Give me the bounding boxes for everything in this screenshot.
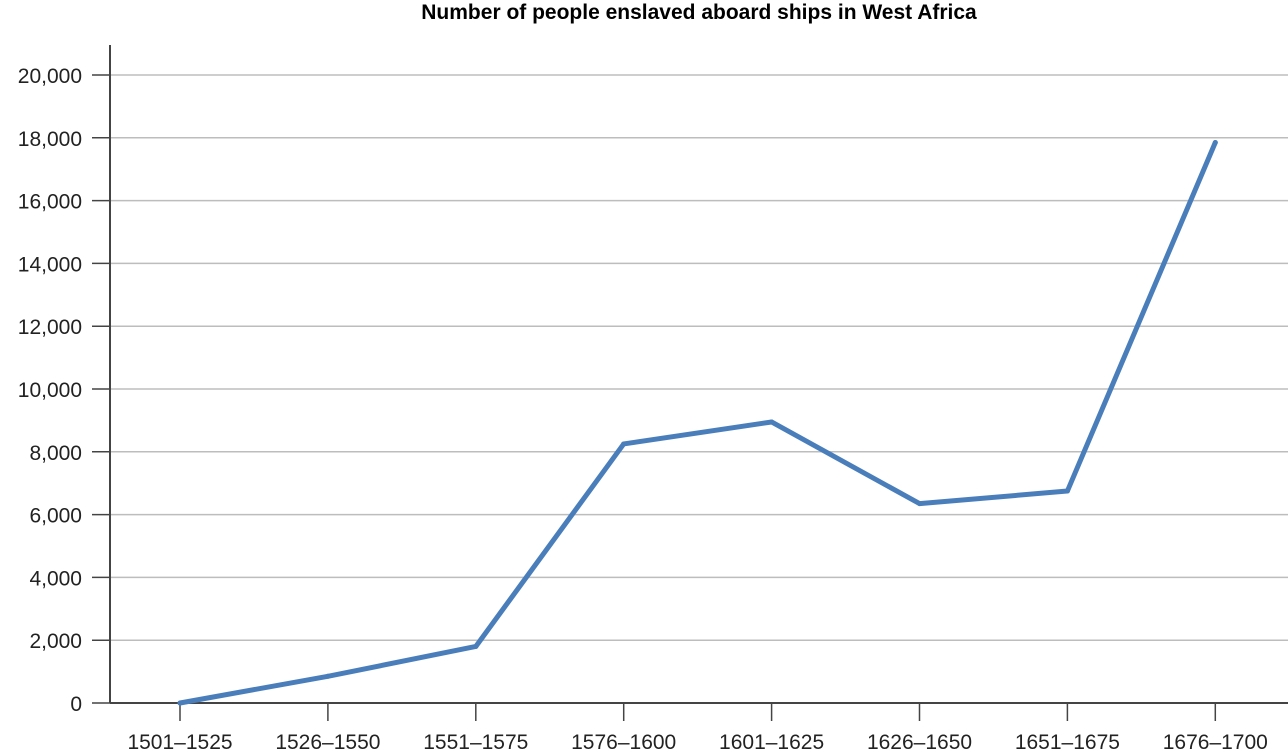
y-tick-label: 18,000 <box>18 128 82 151</box>
x-tick-label: 1676–1700 <box>1163 731 1268 754</box>
y-tick-label: 8,000 <box>29 442 82 465</box>
chart-title: Number of people enslaved aboard ships i… <box>421 1 977 24</box>
y-tick-label: 2,000 <box>29 630 82 653</box>
series-layer <box>177 140 1218 706</box>
data-point <box>177 700 183 706</box>
x-tick-label: 1526–1550 <box>275 731 380 754</box>
x-axis-ticks: 1501–1525 1526–1550 1551–1575 1576–1600 1601… <box>127 703 1268 754</box>
y-tick-label: 12,000 <box>18 316 82 339</box>
y-tick-label: 16,000 <box>18 191 82 214</box>
x-tick-label: 1601–1625 <box>719 731 824 754</box>
y-tick-label: 0 <box>70 693 82 716</box>
y-tick-label: 20,000 <box>18 65 82 88</box>
gridlines <box>110 74 1288 641</box>
data-point <box>1064 488 1070 494</box>
axes <box>109 45 1288 704</box>
data-point <box>325 673 331 679</box>
y-axis-ticks: 0 2,000 4,000 6,000 8,000 10,000 12,000 14,000 1… <box>18 65 110 716</box>
y-tick-label: 10,000 <box>18 379 82 402</box>
x-tick-label: 1626–1650 <box>867 731 972 754</box>
data-point <box>917 501 922 507</box>
series-line <box>177 140 1218 706</box>
data-point <box>1212 140 1218 146</box>
y-tick-label: 14,000 <box>18 253 82 276</box>
y-tick-label: 4,000 <box>29 567 82 590</box>
data-point <box>621 441 627 447</box>
data-point <box>473 643 479 649</box>
data-point <box>769 419 775 425</box>
y-tick-label: 6,000 <box>29 505 82 528</box>
x-tick-label: 1501–1525 <box>127 731 232 754</box>
x-tick-label: 1651–1675 <box>1015 731 1120 754</box>
x-tick-label: 1576–1600 <box>571 731 676 754</box>
x-tick-label: 1551–1575 <box>423 731 528 754</box>
